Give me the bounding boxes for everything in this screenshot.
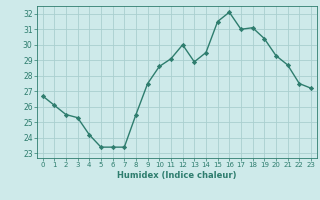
X-axis label: Humidex (Indice chaleur): Humidex (Indice chaleur) (117, 171, 236, 180)
